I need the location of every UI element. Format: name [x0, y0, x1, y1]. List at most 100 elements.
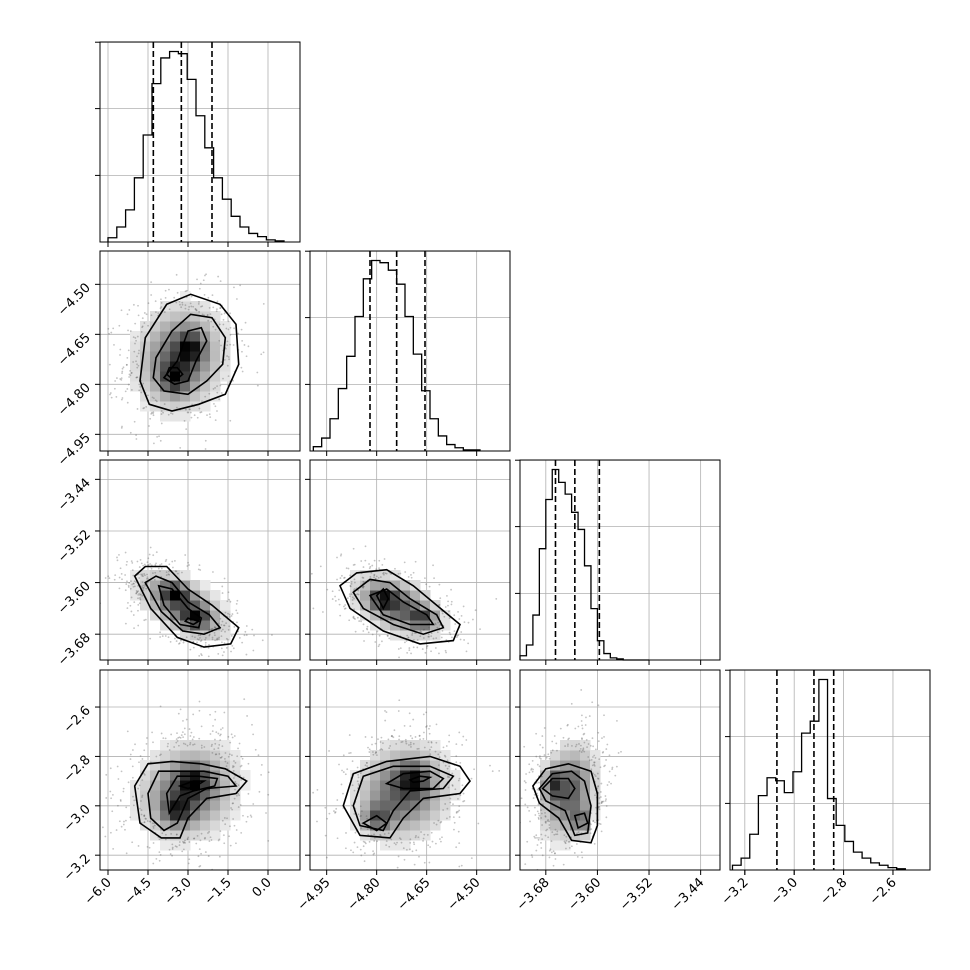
sample-point	[182, 842, 185, 844]
sample-point	[526, 840, 529, 843]
sample-point	[140, 562, 143, 565]
sample-point	[352, 616, 355, 619]
density-cell	[390, 740, 401, 751]
sample-point	[237, 792, 240, 795]
sample-point	[143, 815, 146, 817]
sample-point	[562, 863, 565, 866]
sample-point	[233, 765, 235, 768]
density-cell	[560, 790, 571, 801]
sample-point	[403, 561, 406, 564]
density-cell	[590, 800, 601, 811]
sample-point	[253, 634, 255, 637]
sample-point	[127, 584, 130, 587]
sample-point	[181, 731, 184, 734]
sample-point	[563, 834, 566, 837]
sample-point	[457, 779, 460, 782]
sample-point	[191, 738, 194, 741]
contour-line	[162, 326, 208, 386]
sample-point	[446, 817, 448, 820]
sample-point	[398, 735, 401, 738]
sample-point	[420, 831, 422, 833]
sample-point	[364, 841, 366, 844]
sample-point	[538, 814, 541, 817]
sample-point	[603, 735, 605, 738]
sample-point	[516, 814, 518, 816]
sample-point	[109, 831, 112, 834]
contour-line	[165, 775, 219, 816]
density-cell	[200, 371, 211, 382]
sample-point	[394, 567, 396, 570]
sample-point	[411, 632, 414, 635]
sample-point	[230, 635, 233, 637]
sample-point	[421, 648, 424, 650]
sample-point	[554, 852, 556, 855]
sample-point	[126, 730, 129, 733]
sample-point	[511, 800, 513, 802]
density-cell	[430, 760, 441, 771]
sample-point	[349, 585, 352, 588]
sample-point	[197, 634, 200, 637]
sample-point	[142, 589, 145, 592]
density-cell	[420, 750, 431, 761]
sample-point	[360, 827, 363, 830]
sample-point	[224, 752, 227, 754]
sample-point	[243, 634, 246, 637]
sample-point	[405, 740, 407, 743]
sample-point	[150, 314, 153, 317]
sample-point	[154, 399, 157, 402]
density-cell	[540, 820, 551, 831]
sample-point	[479, 628, 481, 630]
sample-point	[160, 302, 163, 304]
sample-point	[440, 840, 442, 843]
sample-point	[581, 856, 584, 859]
density-cell	[430, 600, 441, 611]
density-cell	[140, 341, 151, 352]
sample-point	[310, 572, 313, 575]
sample-point	[137, 314, 140, 317]
contour-line	[352, 765, 455, 832]
density-cell	[140, 570, 151, 581]
density-cell	[180, 371, 191, 382]
sample-point	[174, 570, 177, 573]
sample-point	[555, 898, 557, 900]
sample-point	[226, 340, 229, 343]
sample-point	[430, 650, 432, 653]
sample-point	[429, 846, 432, 848]
sample-point	[434, 623, 437, 626]
density-cell	[190, 321, 201, 332]
density-cell	[360, 760, 371, 771]
sample-point	[226, 355, 229, 357]
sample-point	[605, 798, 607, 801]
sample-point	[415, 849, 418, 852]
sample-point	[220, 392, 223, 394]
sample-point	[130, 372, 133, 375]
density-cell	[430, 770, 441, 781]
sample-point	[352, 564, 355, 566]
sample-point	[360, 854, 363, 857]
sample-point	[192, 646, 195, 649]
sample-point	[343, 605, 345, 608]
sample-point	[126, 580, 128, 583]
sample-point	[135, 592, 138, 594]
density-cell	[200, 770, 211, 781]
sample-point	[437, 621, 439, 624]
sample-point	[257, 754, 260, 757]
sample-point	[457, 634, 460, 637]
sample-point	[240, 755, 243, 758]
density-cell	[220, 800, 231, 811]
sample-point	[185, 289, 188, 292]
sample-point	[136, 591, 139, 594]
sample-point	[143, 312, 146, 314]
sample-point	[574, 745, 577, 748]
sample-point	[316, 788, 319, 791]
sample-point	[232, 777, 235, 779]
sample-point	[178, 300, 181, 303]
sample-point	[228, 615, 231, 618]
density-cell	[210, 590, 221, 601]
sample-point	[453, 630, 456, 633]
sample-point	[246, 815, 249, 818]
sample-point	[137, 845, 140, 847]
sample-point	[244, 630, 247, 633]
sample-point	[397, 855, 400, 858]
density-cell	[560, 810, 571, 821]
